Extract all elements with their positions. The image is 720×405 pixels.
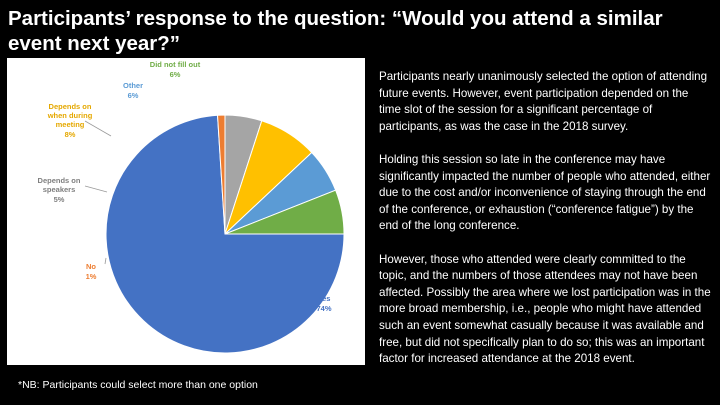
commentary-text: Participants nearly unanimously selected…: [379, 69, 711, 368]
paragraph-1: Participants nearly unanimously selected…: [379, 70, 708, 133]
pie-chart: Yes 74% No 1% Depends on speakers 5% Depends on…: [38, 60, 345, 354]
paragraph-2: Holding this session so late in the conf…: [379, 152, 711, 233]
leader-line: [84, 120, 112, 137]
footnote: *NB: Participants could select more than…: [18, 379, 258, 391]
pie-slice-did-not-fill-out: [224, 189, 345, 235]
slide-title: Participants’ response to the question: …: [8, 7, 663, 55]
leader-line: [84, 185, 108, 193]
pie-label-did-not-fill-out: Did not fill out 6%: [150, 60, 201, 79]
pie-label-yes: Yes 74%: [316, 294, 331, 313]
pie-label-other: Other 6%: [123, 81, 143, 100]
pie-label-depends-on-when-during-meeting: Depends on when during meeting 8%: [47, 102, 93, 139]
paragraph-3: However, those who attended were clearly…: [379, 252, 711, 366]
pie-chart-panel: Yes 74% No 1% Depends on speakers 5% Depends on…: [7, 58, 365, 365]
pie-label-depends-on-speakers: Depends on speakers 5%: [38, 176, 81, 204]
pie-label-no: No 1%: [86, 262, 97, 281]
leader-line: [104, 257, 107, 265]
